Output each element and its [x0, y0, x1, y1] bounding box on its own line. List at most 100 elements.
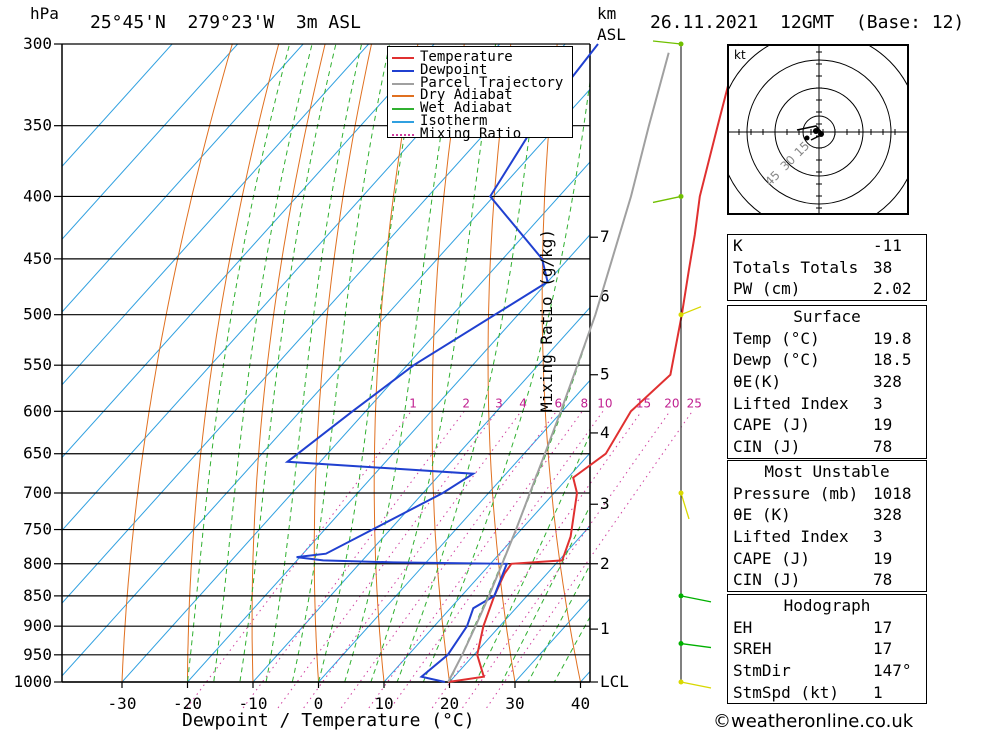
mixing-ratio-line: [242, 411, 465, 709]
surface-row: θE(K) 328: [728, 371, 926, 393]
isotherm-line: [62, 44, 239, 240]
index-value: -11: [873, 236, 902, 255]
temperature-tick-label: 30: [505, 694, 524, 713]
mixing-ratio-label: 6: [555, 396, 563, 410]
hodograph-stat-value: 17: [873, 639, 893, 659]
surface-key: Dewp (°C): [733, 350, 820, 370]
hodograph-stat-value: 147°: [873, 661, 912, 681]
wet-adiabat-line: [475, 432, 590, 682]
legend-swatch: [392, 69, 414, 72]
mixing-ratio-label: 25: [687, 396, 702, 410]
most-unstable-key: Pressure (mb): [733, 483, 859, 503]
wind-barb-dot: [678, 193, 684, 199]
most-unstable-row: CAPE (J) 19: [728, 548, 926, 570]
dry-adiabat-line: [121, 44, 233, 682]
temperature-tick-label: -30: [108, 694, 137, 713]
mixing-ratio-line: [303, 411, 522, 709]
surface-value: 18.5: [873, 350, 912, 370]
legend-label: Temperature: [420, 49, 513, 65]
km-tick-label: 6: [600, 286, 610, 305]
pressure-tick-label: 350: [23, 116, 52, 135]
hodograph-point: [818, 131, 824, 137]
credit-text: ©weatheronline.co.uk: [713, 711, 914, 732]
km-tick-label: LCL: [600, 672, 629, 691]
mixing-ratio-label: 3: [495, 396, 503, 410]
most-unstable-value: 1018: [873, 483, 912, 503]
wind-barb-dot: [678, 490, 684, 496]
hodograph-trace: [796, 125, 825, 141]
hodograph-stat-value: 1: [873, 682, 883, 702]
km-tick-label: 5: [600, 365, 610, 384]
legend-label: Dewpoint: [420, 61, 488, 78]
hodograph-stat-row: EH 17: [728, 617, 926, 639]
mixing-ratio-axis-title: Mixing Ratio (g/kg): [537, 228, 556, 412]
datetime-title: 26.11.2021 12GMT (Base: 12): [650, 12, 965, 33]
temperature-profile: [448, 43, 740, 683]
hodograph-point: [804, 135, 810, 141]
most-unstable-value: 78: [873, 570, 893, 590]
most-unstable-value: 19: [873, 548, 893, 568]
km-tick-label: 7: [600, 227, 610, 246]
surface-value: 3: [873, 393, 883, 413]
pressure-tick-label: 400: [23, 186, 52, 205]
temperature-tick-label: -10: [239, 694, 268, 713]
wind-barb-dot: [678, 41, 684, 47]
location-title: 25°45'N 279°23'W 3m ASL: [90, 12, 361, 33]
most-unstable-key: θE (K): [733, 505, 791, 525]
hodograph-stat-value: 17: [873, 617, 893, 637]
wind-barb-dot: [678, 312, 684, 318]
surface-key: CAPE (J): [733, 415, 811, 435]
legend-label: Parcel Trajectory: [420, 74, 564, 91]
legend-swatch: [392, 82, 414, 85]
surface-row: CAPE (J) 19: [728, 414, 926, 436]
dewpoint-profile: [284, 43, 599, 683]
km-tick-label: 3: [600, 494, 610, 513]
wind-barb-dot: [678, 679, 684, 685]
surface-row: Temp (°C) 19.8: [728, 328, 926, 350]
wind-barb: [680, 595, 712, 603]
surface-table: Surface Temp (°C) 19.8 Dewp (°C) 18.5 θE(K) 32…: [727, 305, 927, 459]
legend-swatch: [392, 121, 414, 123]
isotherm-line: [62, 44, 173, 168]
mixing-ratio-group: [186, 411, 693, 709]
legend-swatch: [392, 133, 414, 136]
hodograph-stats-table: Hodograph EH 17 SREH 17 StmDir 147° StmSpd (kt)…: [727, 594, 927, 705]
temperature-tick-label: 40: [571, 694, 590, 713]
hodograph-stat-key: StmDir: [733, 661, 791, 681]
legend-swatch: [392, 108, 414, 111]
legend-swatch: [392, 57, 414, 59]
mixing-ratio-label: 1: [409, 396, 417, 410]
pressure-tick-label: 750: [23, 520, 52, 539]
hodograph-stat-row: SREH 17: [728, 638, 926, 660]
index-value: 38: [873, 257, 893, 277]
pressure-tick-label: 1000: [13, 672, 52, 691]
index-key: K: [733, 236, 743, 255]
surface-row: Lifted Index 3: [728, 393, 926, 415]
mixing-ratio-label: 15: [636, 396, 651, 410]
surface-key: CIN (J): [733, 437, 801, 457]
temperature-tick-label: 0: [314, 694, 324, 713]
most-unstable-row: CIN (J) 78: [728, 569, 926, 591]
surface-key: θE(K): [733, 372, 782, 392]
hodograph-stat-key: SREH: [733, 639, 772, 659]
wet-adiabat-line: [239, 44, 337, 682]
index-row: K -11: [728, 235, 926, 257]
index-row: Totals Totals 38: [728, 257, 926, 279]
mixing-ratio-label: 10: [597, 396, 612, 410]
most-unstable-row: Pressure (mb) 1018: [728, 483, 926, 505]
index-key: Totals Totals: [733, 257, 859, 277]
wind-barb: [652, 40, 682, 45]
pressure-unit-label: hPa: [30, 4, 59, 23]
pressure-tick-label: 450: [23, 249, 52, 268]
km-tick-label: 2: [600, 554, 610, 573]
pressure-tick-label: 500: [23, 305, 52, 324]
mixing-ratio-line: [186, 411, 412, 709]
hodograph-ring-label: 15: [792, 139, 813, 160]
isotherm-line: [121, 161, 590, 682]
legend-label: Isotherm: [420, 113, 488, 129]
mixing-ratio-label: 20: [664, 396, 679, 410]
hodograph-ring-label: 30: [778, 153, 799, 174]
mixing-ratio-label: 8: [580, 396, 588, 410]
surface-value: 328: [873, 372, 902, 392]
